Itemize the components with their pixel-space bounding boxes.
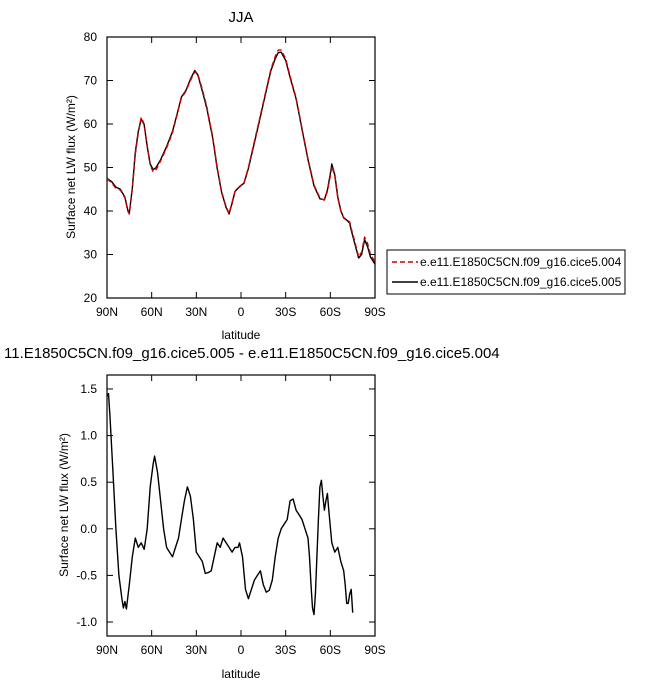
y-tick-label: 1.0 (80, 429, 97, 443)
x-tick-label: 90S (364, 643, 385, 657)
x-tick-label: 0 (238, 643, 245, 657)
y-tick-label: 40 (84, 204, 98, 218)
y-tick-label: 60 (84, 117, 98, 131)
top-panel-y-ticks: 20 30 40 50 60 70 80 (84, 30, 375, 305)
top-panel-series (106, 49, 376, 265)
x-tick-label: 60S (320, 643, 341, 657)
x-tick-label: 60S (320, 305, 341, 319)
y-tick-label: 70 (84, 74, 98, 88)
top-panel: JJA 90N 60N 30N 0 30S 60S 90S 20 30 40 50 60 70 80 l… (64, 9, 626, 342)
legend-label-004: e.e11.E1850C5CN.f09_g16.cice5.004 (420, 255, 622, 269)
x-tick-label: 90S (364, 305, 385, 319)
top-panel-title: JJA (228, 9, 253, 26)
y-tick-label: 1.5 (80, 382, 97, 396)
x-tick-label: 30S (275, 643, 296, 657)
y-tick-label: 30 (84, 248, 98, 262)
x-tick-label: 90N (96, 643, 118, 657)
legend-label-005: e.e11.E1850C5CN.f09_g16.cice5.005 (420, 275, 622, 289)
x-tick-label: 90N (96, 305, 118, 319)
y-tick-label: 0.0 (80, 522, 97, 536)
top-panel-x-axis-label: latitude (222, 328, 261, 342)
legend: e.e11.E1850C5CN.f09_g16.cice5.004 e.e11.… (386, 249, 626, 295)
bottom-panel: 11.E1850C5CN.f09_g16.cice5.005 - e.e11.E… (4, 345, 500, 681)
y-tick-label: 0.5 (80, 475, 97, 489)
bottom-panel-title: 11.E1850C5CN.f09_g16.cice5.005 - e.e11.E… (4, 345, 500, 362)
top-panel-x-ticks: 90N 60N 30N 0 30S 60S 90S (96, 37, 386, 319)
bottom-series-line-1 (106, 392, 354, 616)
top-series-line-1 (106, 49, 376, 263)
y-tick-label: -1.0 (76, 615, 97, 629)
legend-box (386, 249, 626, 295)
y-tick-label: 50 (84, 161, 98, 175)
y-tick-label: 80 (84, 30, 98, 44)
y-tick-label: 20 (84, 291, 98, 305)
x-tick-label: 60N (141, 643, 163, 657)
x-tick-label: 0 (238, 305, 245, 319)
x-tick-label: 60N (141, 305, 163, 319)
bottom-panel-y-axis-label: Surface net LW flux (W/m²) (57, 433, 71, 577)
bottom-panel-x-ticks: 90N 60N 30N 0 30S 60S 90S (96, 375, 386, 657)
x-tick-label: 30N (185, 305, 207, 319)
x-tick-label: 30N (185, 643, 207, 657)
y-tick-label: -0.5 (76, 568, 97, 582)
x-tick-label: 30S (275, 305, 296, 319)
bottom-panel-y-ticks: -1.0 -0.5 0.0 0.5 1.0 1.5 (76, 382, 375, 629)
top-series-line-2 (106, 51, 376, 265)
top-panel-frame (106, 36, 376, 299)
bottom-panel-series (106, 392, 354, 616)
bottom-panel-x-axis-label: latitude (222, 667, 261, 681)
top-panel-y-axis-label: Surface net LW flux (W/m²) (64, 95, 78, 239)
bottom-panel-frame (106, 374, 376, 637)
